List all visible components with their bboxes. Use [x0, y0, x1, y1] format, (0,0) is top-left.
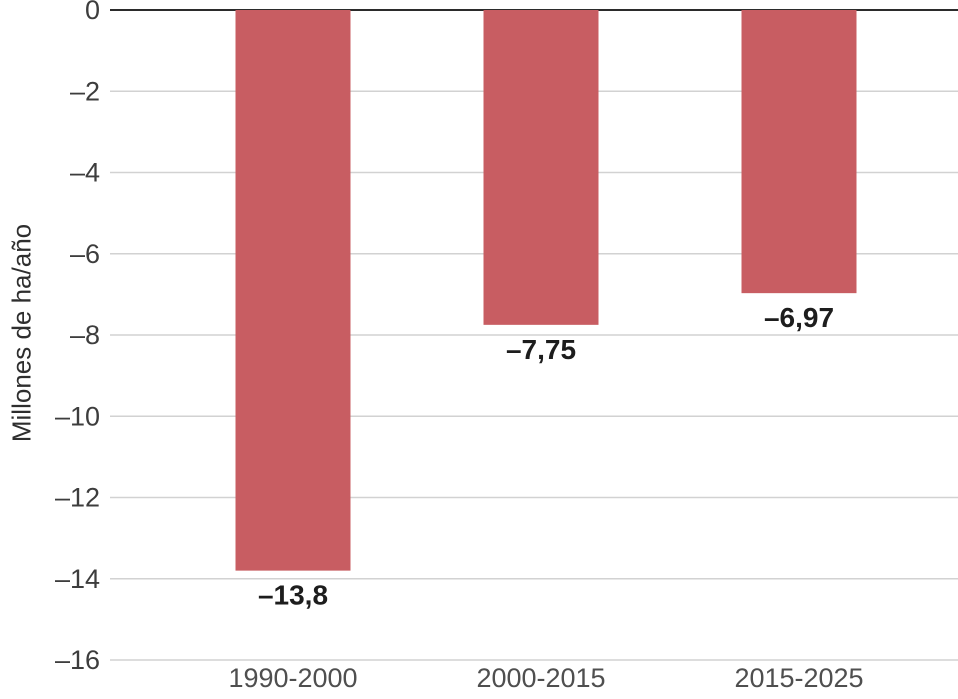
x-category-label: 1990-2000: [228, 663, 357, 693]
bar: [741, 10, 857, 294]
bar: [235, 10, 351, 571]
y-tick-label: –12: [55, 483, 100, 513]
bar-value-label: –7,75: [506, 334, 576, 365]
y-tick-label: –6: [70, 239, 100, 269]
bar-value-label: –13,8: [258, 580, 328, 611]
y-tick-label: 0: [85, 0, 100, 25]
y-tick-label: –4: [70, 158, 100, 188]
y-tick-label: –2: [70, 76, 100, 106]
y-tick-label: –14: [55, 564, 100, 594]
bar-value-label: –6,97: [764, 302, 834, 333]
x-category-label: 2000-2015: [476, 663, 605, 693]
y-tick-label: –8: [70, 320, 100, 350]
x-category-label: 2015-2025: [734, 663, 863, 693]
y-tick-label: –16: [55, 645, 100, 675]
bar: [483, 10, 599, 325]
y-tick-label: –10: [55, 401, 100, 431]
